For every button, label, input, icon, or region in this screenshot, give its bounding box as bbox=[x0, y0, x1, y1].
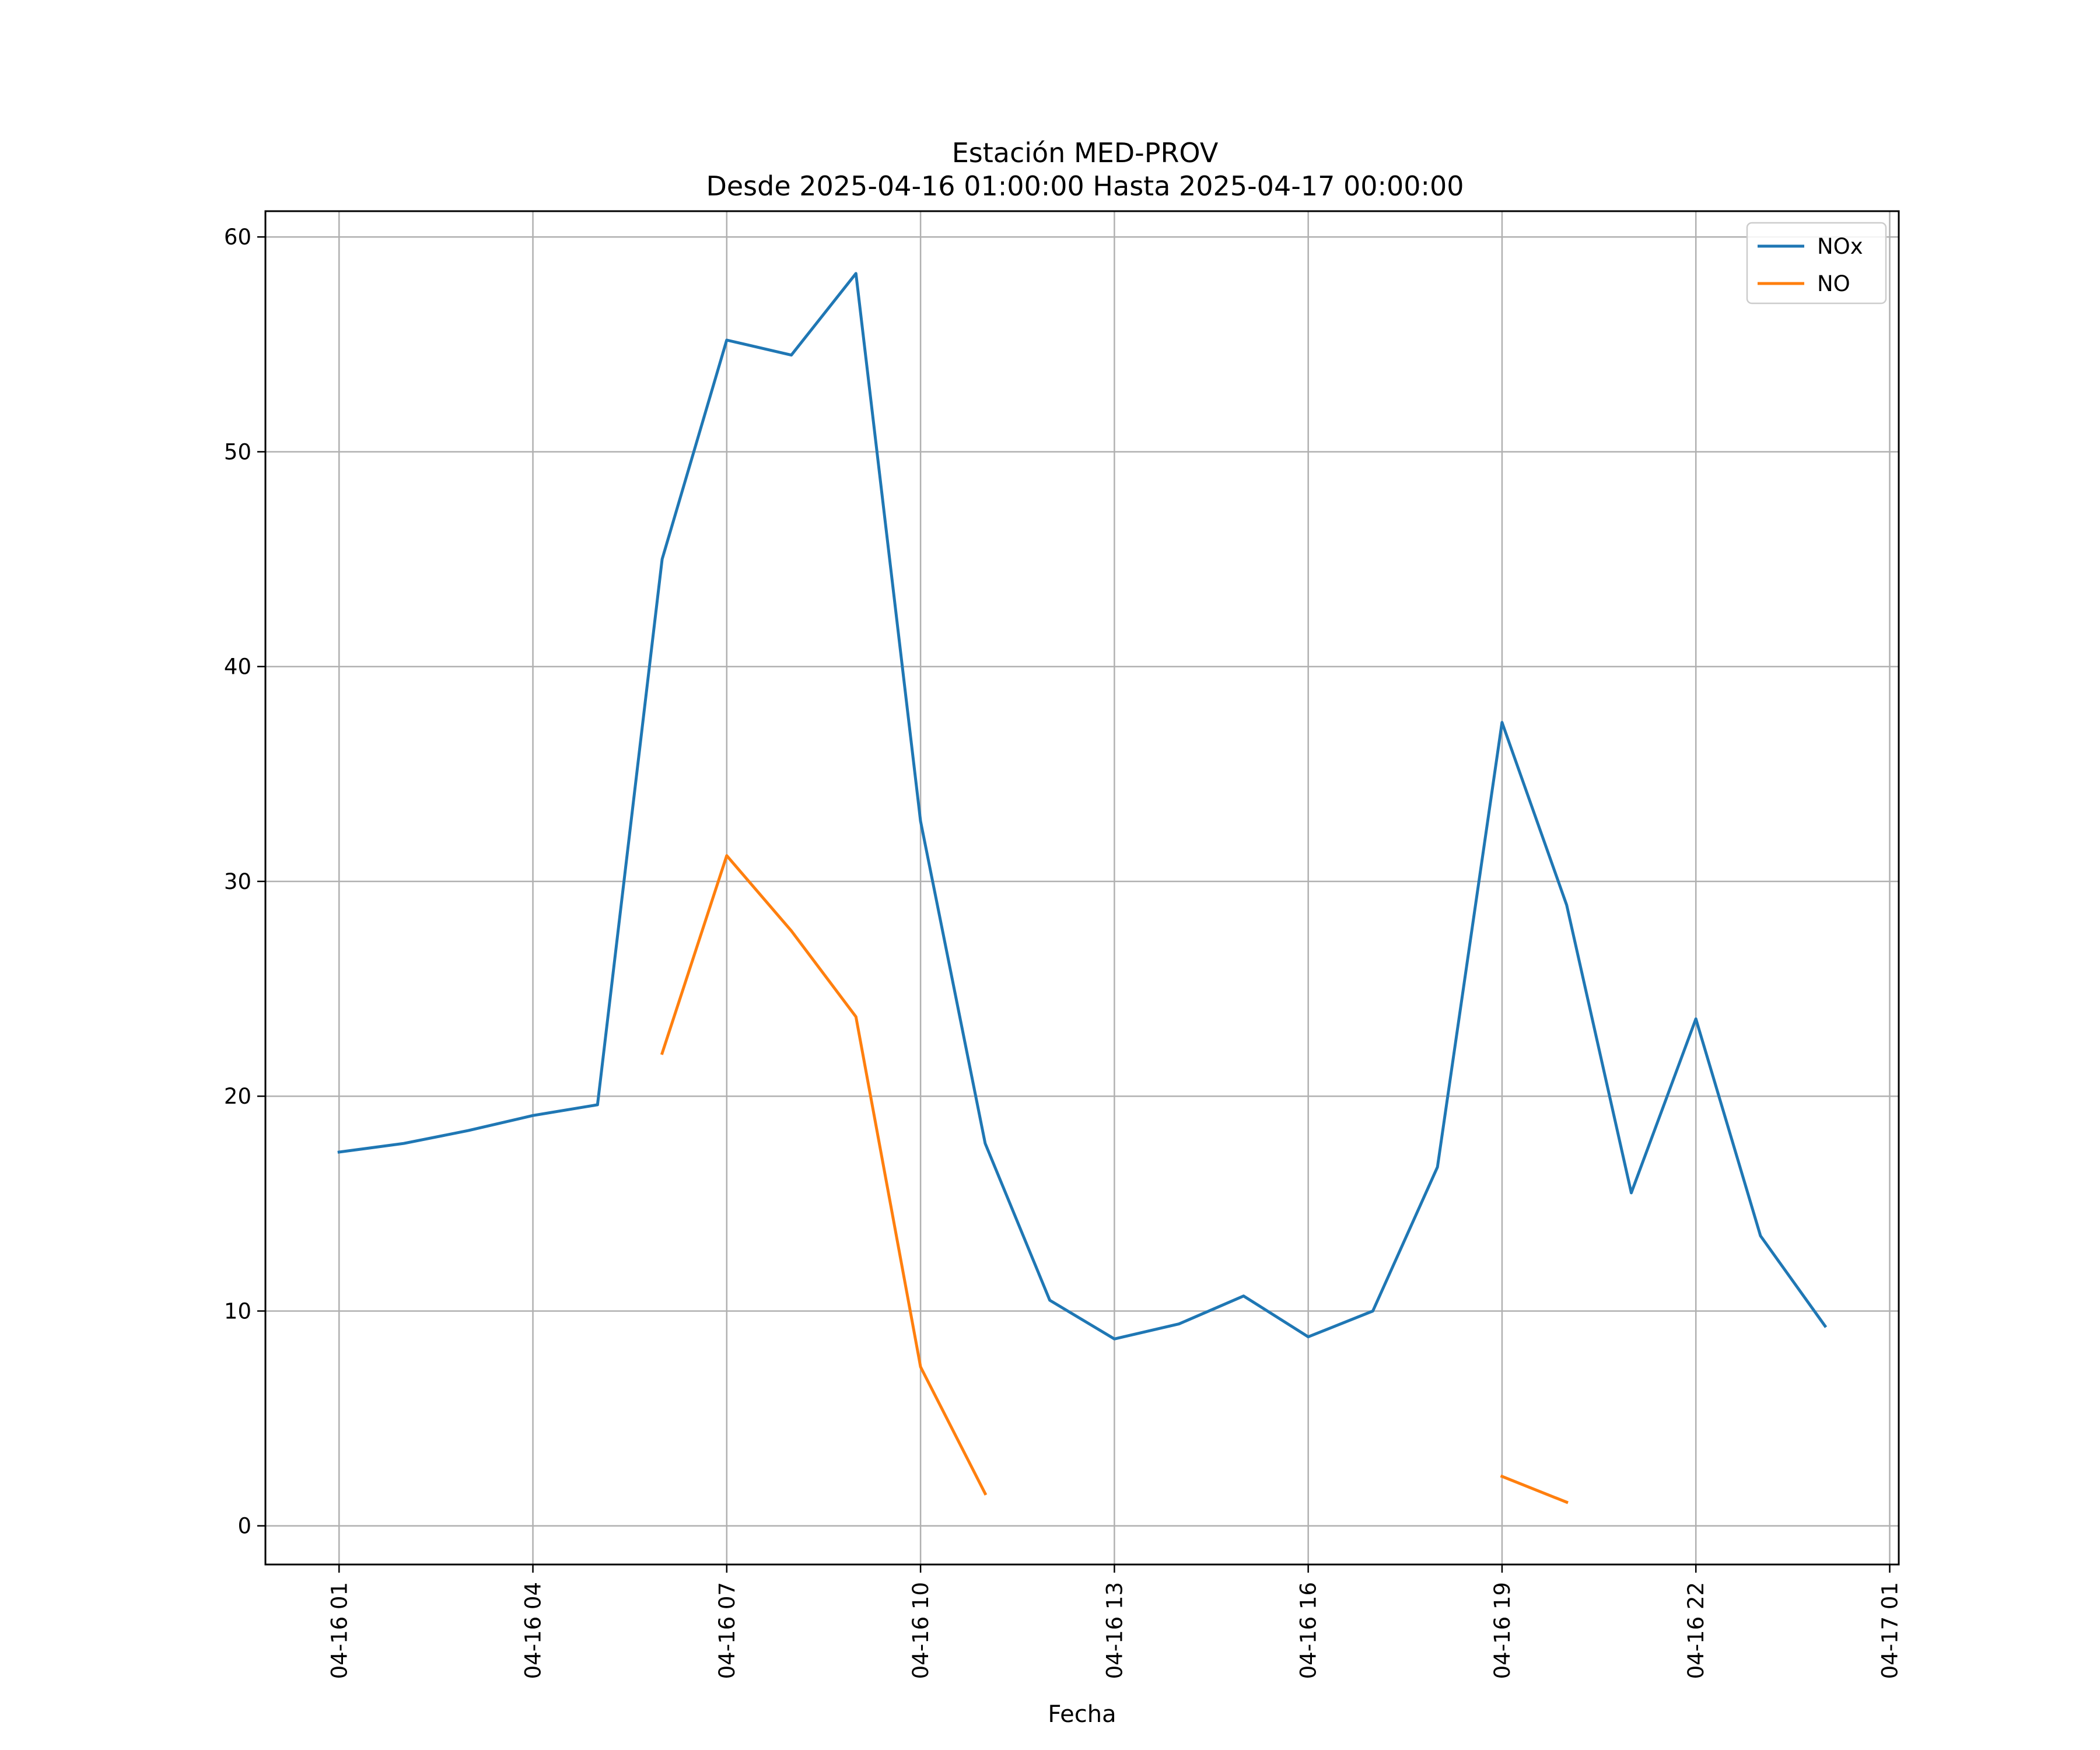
chart-title: Estación MED-PROV bbox=[952, 137, 1219, 169]
y-tick-label: 40 bbox=[224, 654, 251, 680]
series-lines bbox=[337, 272, 1828, 1504]
x-tick-label: 04-16 04 bbox=[521, 1582, 546, 1679]
y-tick-label: 0 bbox=[237, 1514, 251, 1539]
x-tick-label: 04-16 10 bbox=[908, 1582, 933, 1679]
y-tick-label: 60 bbox=[224, 225, 251, 250]
x-tick-label: 04-16 19 bbox=[1490, 1582, 1515, 1679]
legend: NOx NO bbox=[1746, 222, 1887, 304]
y-axis: 0 10 20 30 40 50 60 bbox=[224, 225, 265, 1539]
legend-label-no: NO bbox=[1817, 271, 1850, 296]
plot-frame bbox=[264, 210, 1900, 1566]
x-axis-label: Fecha bbox=[1048, 1701, 1116, 1728]
legend-box bbox=[1746, 222, 1887, 304]
legend-label-nox: NOx bbox=[1817, 234, 1863, 259]
x-tick-label: 04-16 01 bbox=[327, 1582, 352, 1679]
x-axis: 04-16 01 04-16 04 04-16 07 04-16 10 04-16 13… bbox=[327, 1564, 1902, 1679]
chart-subtitle: Desde 2025-04-16 01:00:00 Hasta 2025-04-… bbox=[706, 170, 1464, 202]
x-tick-label: 04-16 22 bbox=[1684, 1582, 1709, 1679]
x-tick-label: 04-16 07 bbox=[715, 1582, 740, 1679]
y-tick-label: 10 bbox=[224, 1298, 251, 1324]
x-tick-label: 04-16 13 bbox=[1102, 1582, 1127, 1679]
y-tick-label: 20 bbox=[224, 1084, 251, 1109]
series-line-no bbox=[660, 854, 1569, 1504]
grid bbox=[265, 211, 1899, 1564]
y-tick-label: 50 bbox=[224, 439, 251, 464]
x-tick-label: 04-16 16 bbox=[1296, 1582, 1321, 1679]
x-tick-label: 04-17 01 bbox=[1877, 1582, 1902, 1679]
series-line-nox bbox=[337, 272, 1828, 1340]
y-tick-label: 30 bbox=[224, 869, 251, 894]
